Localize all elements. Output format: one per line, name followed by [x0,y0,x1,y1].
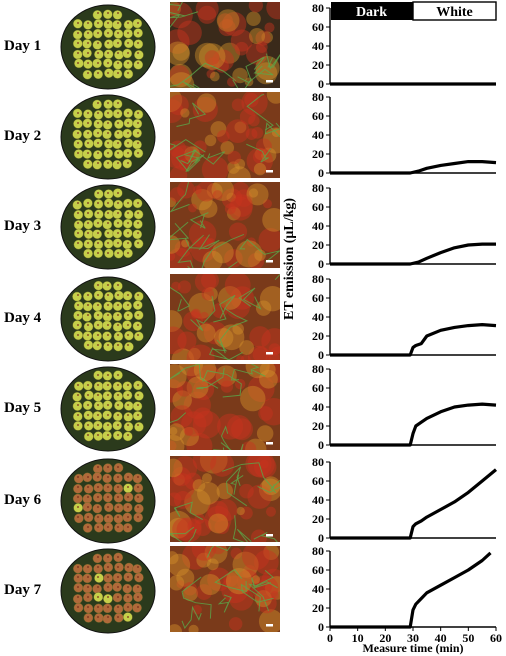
day-row: Day 6 [0,456,506,548]
x-tick-label: 20 [379,631,391,645]
dark-period-bar [331,2,413,20]
series-line-day-4 [330,323,497,357]
y-tick-label: 80 [312,455,324,469]
day-label: Day 2 [4,128,42,144]
x-tick-label: 40 [435,631,447,645]
fluorescence-micrograph [170,364,280,450]
day-row: Day 4 [0,274,506,366]
fluorescence-micrograph [170,546,280,632]
y-tick-label: 60 [312,474,324,488]
fluorescence-micrograph [170,2,280,88]
x-tick-label: 10 [352,631,364,645]
y-tick-label: 40 [312,128,324,142]
day-label: Day 4 [4,310,42,326]
fruit-dish-photo [60,458,156,544]
y-tick-label: 0 [318,438,324,452]
y-tick-label: 60 [312,109,324,123]
x-tick-label: 0 [327,631,333,645]
y-tick-label: 20 [312,329,324,343]
y-tick-label: 20 [312,238,324,252]
y-tick-label: 0 [318,166,324,180]
day-label: Day 5 [4,400,42,416]
y-tick-label: 40 [312,310,324,324]
series-line-day-5 [330,402,497,447]
fluorescence-micrograph [170,274,280,360]
y-tick-label: 60 [312,200,324,214]
y-tick-label: 20 [312,512,324,526]
x-tick-label: 60 [490,631,502,645]
y-axis-label: ET emission (μL/kg) [282,197,297,320]
y-tick-label: 80 [312,544,324,558]
y-tick-label: 80 [312,1,324,15]
series-line-day-6 [330,468,498,540]
y-tick-label: 80 [312,272,324,286]
y-tick-label: 80 [312,181,324,195]
y-tick-label: 20 [312,58,324,72]
scale-bar [266,442,273,445]
fruit-dish-photo [60,94,156,180]
day-label: Day 7 [4,582,42,598]
y-tick-label: 60 [312,20,324,34]
x-axis-label: Measure time (min) [362,641,463,655]
y-tick-label: 40 [312,400,324,414]
scale-bar [266,534,273,537]
day-row: Day 1 [0,2,506,94]
day-label: Day 6 [4,492,42,508]
y-tick-label: 40 [312,39,324,53]
y-tick-label: 20 [312,147,324,161]
day-row: Day 3 [0,182,506,274]
y-tick-label: 40 [312,582,324,596]
y-tick-label: 0 [318,531,324,545]
scale-bar [266,260,273,263]
series-line-day-2 [330,160,497,175]
white-label: White [436,5,473,20]
fluorescence-micrograph [170,182,280,268]
scale-bar [266,624,273,627]
series-line-day-7 [330,551,492,629]
series-line-day-3 [330,242,496,266]
y-tick-label: 0 [318,348,324,362]
day-row: Day 7 [0,546,506,638]
y-tick-label: 40 [312,219,324,233]
white-period-bar [412,1,497,21]
fruit-dish-photo [60,276,156,362]
scale-bar [266,352,273,355]
fruit-dish-photo [60,548,156,634]
y-tick-label: 80 [312,90,324,104]
day-row: Day 2 [0,92,506,184]
y-tick-label: 60 [312,291,324,305]
fluorescence-micrograph [170,92,280,178]
y-tick-label: 20 [312,601,324,615]
day-label: Day 1 [4,38,42,54]
scale-bar [266,170,273,173]
dark-label: Dark [356,5,387,20]
y-tick-label: 0 [318,620,324,634]
scale-bar [266,80,273,83]
fruit-dish-photo [60,4,156,90]
y-tick-label: 20 [312,419,324,433]
fruit-dish-photo [60,366,156,452]
x-tick-label: 30 [407,631,419,645]
fluorescence-micrograph [170,456,280,542]
y-tick-label: 0 [318,77,324,91]
day-row: Day 5 [0,364,506,456]
y-tick-label: 40 [312,493,324,507]
day-label: Day 3 [4,218,42,234]
x-tick-label: 50 [462,631,474,645]
y-tick-label: 0 [318,257,324,271]
fruit-dish-photo [60,184,156,270]
y-tick-label: 60 [312,563,324,577]
y-tick-label: 60 [312,381,324,395]
y-tick-label: 80 [312,362,324,376]
